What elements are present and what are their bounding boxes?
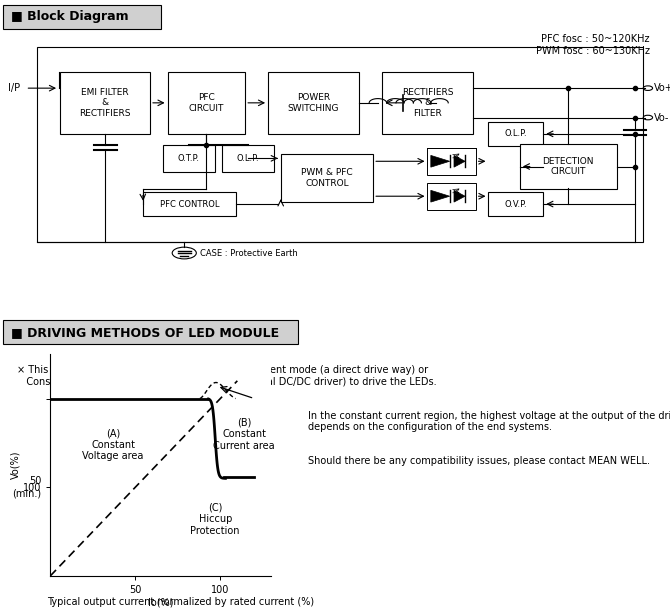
Text: CASE : Protective Earth: CASE : Protective Earth [200, 248, 297, 257]
Text: (C)
Hiccup
Protection: (C) Hiccup Protection [190, 503, 240, 536]
FancyBboxPatch shape [488, 192, 543, 216]
Polygon shape [454, 190, 465, 202]
FancyBboxPatch shape [488, 121, 543, 146]
Bar [427, 183, 476, 209]
Text: PWM & PFC
CONTROL: PWM & PFC CONTROL [301, 168, 353, 188]
Bar [427, 183, 476, 209]
FancyBboxPatch shape [269, 72, 359, 134]
Bar [37, 47, 643, 241]
Text: Typical output current normalized by rated current (%): Typical output current normalized by rat… [47, 597, 314, 607]
Text: EMI FILTER
&
RECTIFIERS: EMI FILTER & RECTIFIERS [80, 88, 131, 118]
Text: DETECTION
CIRCUIT: DETECTION CIRCUIT [543, 157, 594, 176]
Text: Vo+: Vo+ [654, 83, 670, 93]
FancyBboxPatch shape [281, 154, 373, 201]
Polygon shape [431, 155, 450, 167]
X-axis label: Io(%): Io(%) [148, 598, 174, 608]
FancyBboxPatch shape [60, 72, 150, 134]
Text: PFC
CIRCUIT: PFC CIRCUIT [189, 93, 224, 113]
FancyBboxPatch shape [382, 72, 473, 134]
Text: PFC CONTROL: PFC CONTROL [160, 200, 219, 209]
Text: O.L.P.: O.L.P. [505, 129, 527, 139]
Text: In the constant current region, the highest voltage at the output of the driver
: In the constant current region, the high… [308, 411, 670, 432]
Text: 50
(min.): 50 (min.) [13, 476, 42, 498]
Text: O.L.P.: O.L.P. [237, 154, 259, 163]
Text: O.T.P.: O.T.P. [178, 154, 200, 163]
FancyBboxPatch shape [519, 145, 616, 188]
Y-axis label: Vo(%): Vo(%) [10, 451, 20, 479]
FancyBboxPatch shape [143, 192, 236, 216]
Text: PFC fosc : 50~120KHz
PWM fosc : 60~130KHz: PFC fosc : 50~120KHz PWM fosc : 60~130KH… [536, 34, 650, 56]
Text: × This series is able to work in either Constant Current mode (a direct drive wa: × This series is able to work in either … [17, 365, 436, 387]
Text: O.V.P.: O.V.P. [505, 200, 527, 209]
Text: ■ DRIVING METHODS OF LED MODULE: ■ DRIVING METHODS OF LED MODULE [11, 326, 279, 339]
Polygon shape [431, 190, 450, 202]
FancyBboxPatch shape [3, 320, 298, 344]
FancyBboxPatch shape [163, 145, 215, 172]
Text: (B)
Constant
Current area: (B) Constant Current area [213, 418, 275, 451]
Text: (A)
Constant
Voltage area: (A) Constant Voltage area [82, 428, 144, 461]
Text: I/P: I/P [8, 83, 20, 93]
FancyBboxPatch shape [222, 145, 274, 172]
Text: Vo-: Vo- [654, 113, 669, 123]
Polygon shape [454, 155, 465, 167]
Text: RECTIFIERS
&
FILTER: RECTIFIERS & FILTER [402, 88, 453, 118]
FancyBboxPatch shape [3, 5, 161, 30]
Text: POWER
SWITCHING: POWER SWITCHING [288, 93, 339, 113]
Text: Should there be any compatibility issues, please contact MEAN WELL.: Should there be any compatibility issues… [308, 456, 650, 466]
Bar [427, 148, 476, 175]
Text: ■ Block Diagram: ■ Block Diagram [11, 10, 129, 23]
FancyBboxPatch shape [168, 72, 245, 134]
